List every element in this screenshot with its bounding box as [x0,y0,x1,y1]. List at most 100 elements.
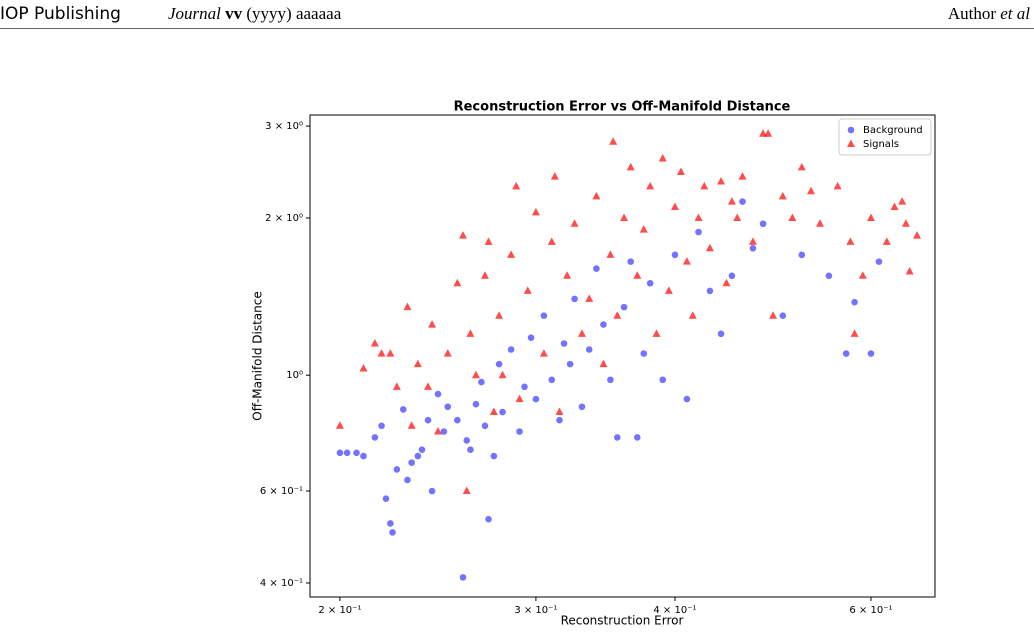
point [370,338,379,347]
chart-title: Reconstruction Error vs Off-Manifold Dis… [454,100,791,115]
point [683,395,691,403]
point [717,176,726,185]
y-axis-label: Off-Manifold Distance [251,291,265,421]
point [627,258,635,265]
point [382,495,390,503]
point [646,279,654,287]
point [748,237,757,245]
point [620,213,629,222]
point [563,271,572,279]
point [404,476,411,484]
point [599,359,608,368]
point [424,382,433,390]
point [640,350,648,357]
point [507,346,515,353]
point [779,312,787,319]
point [633,434,641,441]
point [343,449,351,457]
x-tick-label: 3 × 10⁻¹ [514,605,557,616]
point [515,394,524,403]
point [722,278,731,287]
point [471,370,480,379]
point [700,181,709,190]
point [850,329,859,337]
point [738,172,747,180]
point [797,162,806,171]
point [472,400,480,408]
point [399,406,407,413]
point [353,449,360,457]
journal-ref: Journal vv (yyyy) aaaaaa [168,4,341,24]
point [523,286,532,294]
point [480,271,489,279]
point [393,466,401,473]
point [717,330,725,338]
point [440,428,448,435]
point [688,311,697,319]
point [490,452,498,460]
point [682,257,691,265]
point [749,244,757,252]
legend-label: Background [863,125,923,136]
x-axis-label: Reconstruction Error [561,614,684,628]
point [806,186,815,195]
point [606,250,615,258]
y-tick-label: 2 × 10⁰ [265,213,303,224]
point [664,286,673,294]
point [392,382,401,390]
point [626,162,635,171]
point [548,376,556,384]
point [371,434,379,441]
point [613,434,621,441]
point [769,311,778,319]
point [670,202,679,210]
point [560,340,568,347]
point [620,303,628,311]
point [335,421,344,429]
point [898,197,907,205]
point [577,329,586,337]
point [875,258,883,265]
x-tick-label: 6 × 10⁻¹ [849,605,892,616]
journal: Journal [168,4,221,23]
y-tick-label: 4 × 10⁻¹ [260,578,303,589]
point [858,271,867,279]
point [507,250,516,258]
point [759,220,767,228]
author: Author [947,4,996,23]
point [467,446,474,453]
point [609,137,618,145]
volume: vv [225,4,243,23]
point [905,266,914,275]
point [377,349,386,357]
point [659,376,667,384]
point [336,449,344,457]
point [646,181,655,190]
point [566,360,574,368]
point [550,172,559,180]
point [733,213,742,222]
legend-box [838,118,932,156]
point [540,312,548,319]
point [434,390,442,398]
point [386,349,395,357]
page-header: IOP Publishing Journal vv (yyyy) aaaaaa … [0,0,1034,29]
point [408,459,415,466]
point [727,197,736,205]
point [671,251,679,259]
point [592,191,601,200]
point [485,515,492,523]
point [403,302,412,311]
point [489,407,498,416]
et-al: et al [1000,4,1030,23]
point [694,213,703,222]
point [539,349,548,357]
point [516,428,523,435]
point [527,334,535,341]
point [851,298,858,306]
point [531,207,540,216]
point [453,278,462,287]
point [846,237,855,245]
issue: (yyyy) aaaaaa [246,4,342,23]
